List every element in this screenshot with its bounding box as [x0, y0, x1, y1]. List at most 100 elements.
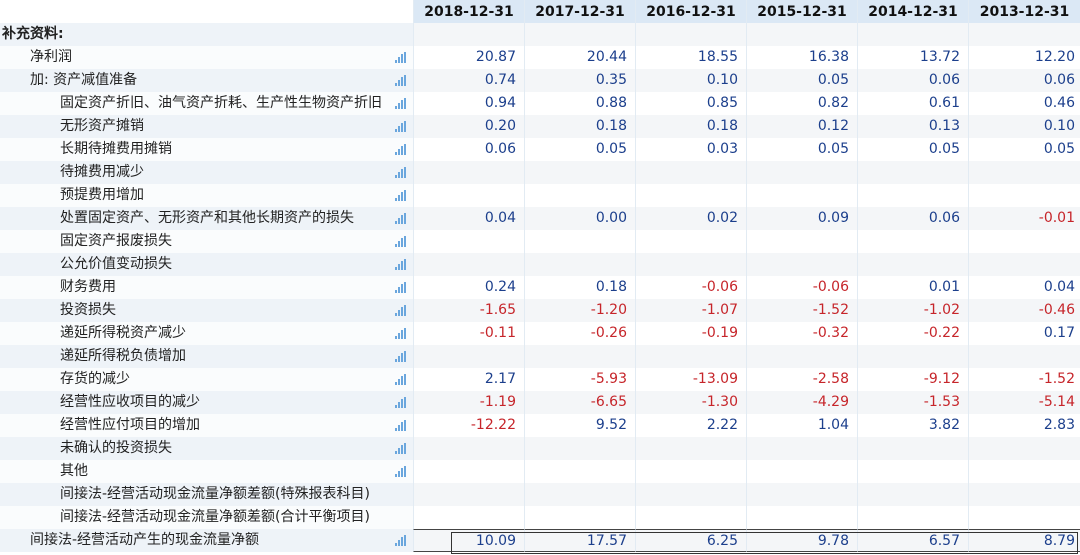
row-label: 未确认的投资损失 [60, 440, 172, 456]
value-cell: 0.24 [413, 276, 524, 299]
value-cell [968, 345, 1080, 368]
value-cell [746, 460, 857, 483]
value-cell [413, 184, 524, 207]
column-header[interactable]: 2018-12-31 [413, 0, 524, 23]
bar-chart-icon[interactable] [395, 121, 407, 132]
table-row[interactable]: 固定资产折旧、油气资产折耗、生产性生物资产折旧 0.94 0.88 0.85 0.82 0… [0, 92, 1080, 115]
value-cell [635, 161, 746, 184]
bar-chart-icon[interactable] [395, 351, 407, 362]
value-cell: -2.58 [746, 368, 857, 391]
value-cell: 0.06 [413, 138, 524, 161]
table-row[interactable]: 无形资产摊销 0.20 0.18 0.18 0.12 0.13 0.10 [0, 115, 1080, 138]
bar-chart-icon[interactable] [395, 328, 407, 339]
table-row[interactable]: 其他 [0, 460, 1080, 483]
bar-chart-icon[interactable] [395, 144, 407, 155]
table-row[interactable]: 财务费用 0.24 0.18 -0.06 -0.06 0.01 0.04 [0, 276, 1080, 299]
bar-chart-icon[interactable] [395, 98, 407, 109]
bar-chart-icon[interactable] [395, 305, 407, 316]
table-row[interactable]: 加: 资产减值准备 0.74 0.35 0.10 0.05 0.06 0.06 [0, 69, 1080, 92]
table-row[interactable]: 递延所得税负债增加 [0, 345, 1080, 368]
bar-chart-icon[interactable] [395, 259, 407, 270]
value-cell [857, 460, 968, 483]
bar-chart-icon[interactable] [395, 75, 407, 86]
table-row[interactable]: 递延所得税资产减少 -0.11 -0.26 -0.19 -0.32 -0.22 0.17 [0, 322, 1080, 345]
row-label-cell: 存货的减少 [0, 368, 413, 391]
bar-chart-icon[interactable] [395, 236, 407, 247]
value-cell [746, 345, 857, 368]
bar-chart-icon[interactable] [395, 213, 407, 224]
bar-chart-icon[interactable] [395, 443, 407, 454]
column-header[interactable]: 2016-12-31 [635, 0, 746, 23]
bar-chart-icon[interactable] [395, 535, 407, 546]
bar-chart-icon[interactable] [395, 190, 407, 201]
table-row[interactable]: 经营性应付项目的增加 -12.22 9.52 2.22 1.04 3.82 2.83 [0, 414, 1080, 437]
value-cell [413, 460, 524, 483]
value-cell [968, 483, 1080, 506]
table-row[interactable]: 存货的减少 2.17 -5.93 -13.09 -2.58 -9.12 -1.52 [0, 368, 1080, 391]
table-row[interactable]: 净利润 20.87 20.44 18.55 16.38 13.72 12.20 [0, 46, 1080, 69]
value-cell [524, 483, 635, 506]
value-cell [524, 437, 635, 460]
value-cell: -5.93 [524, 368, 635, 391]
value-cell: 18.55 [635, 46, 746, 69]
table-row[interactable]: 固定资产报废损失 [0, 230, 1080, 253]
value-cell [524, 345, 635, 368]
value-cell: 0.09 [746, 207, 857, 230]
table-row[interactable]: 间接法-经营活动现金流量净额差额(合计平衡项目) [0, 506, 1080, 529]
value-cell: 0.03 [635, 138, 746, 161]
row-label: 投资损失 [60, 302, 116, 318]
row-label-cell: 固定资产报废损失 [0, 230, 413, 253]
value-cell: 0.05 [746, 69, 857, 92]
table-row[interactable]: 投资损失 -1.65 -1.20 -1.07 -1.52 -1.02 -0.46 [0, 299, 1080, 322]
row-label: 长期待摊费用摊销 [60, 141, 172, 157]
table-row[interactable]: 间接法-经营活动现金流量净额差额(特殊报表科目) [0, 483, 1080, 506]
table-row[interactable]: 待摊费用减少 [0, 161, 1080, 184]
value-cell: 0.00 [524, 207, 635, 230]
table-row[interactable]: 处置固定资产、无形资产和其他长期资产的损失 0.04 0.00 0.02 0.09 0.0… [0, 207, 1080, 230]
value-cell [413, 506, 524, 529]
value-cell: 0.01 [857, 276, 968, 299]
value-cell: -0.46 [968, 299, 1080, 322]
value-cell [746, 437, 857, 460]
column-header[interactable]: 2017-12-31 [524, 0, 635, 23]
row-label: 递延所得税负债增加 [60, 348, 186, 364]
bar-chart-icon[interactable] [395, 282, 407, 293]
column-header[interactable]: 2014-12-31 [857, 0, 968, 23]
table-row[interactable]: 预提费用增加 [0, 184, 1080, 207]
value-cell [857, 230, 968, 253]
table-row[interactable]: 经营性应收项目的减少 -1.19 -6.65 -1.30 -4.29 -1.53 -5.14 [0, 391, 1080, 414]
table-row[interactable]: 间接法-经营活动产生的现金流量净额 10.09 17.57 6.25 9.78 6.57 8… [0, 529, 1080, 552]
column-header[interactable]: 2013-12-31 [968, 0, 1080, 23]
value-cell: 6.57 [857, 529, 968, 552]
table-row[interactable]: 长期待摊费用摊销 0.06 0.05 0.03 0.05 0.05 0.05 [0, 138, 1080, 161]
value-cell: -1.52 [746, 299, 857, 322]
value-cell: 12.20 [968, 46, 1080, 69]
table-row[interactable]: 未确认的投资损失 [0, 437, 1080, 460]
value-cell [857, 483, 968, 506]
value-cell: -13.09 [635, 368, 746, 391]
row-label-cell: 经营性应付项目的增加 [0, 414, 413, 437]
bar-chart-icon[interactable] [395, 420, 407, 431]
bar-chart-icon[interactable] [395, 466, 407, 477]
value-cell: 0.13 [857, 115, 968, 138]
value-cell [857, 437, 968, 460]
value-cell: 16.38 [746, 46, 857, 69]
bar-chart-icon[interactable] [395, 52, 407, 63]
row-label-cell: 投资损失 [0, 299, 413, 322]
bar-chart-icon[interactable] [395, 397, 407, 408]
value-cell: 0.17 [968, 322, 1080, 345]
row-label: 财务费用 [60, 279, 116, 295]
value-cell: -5.14 [968, 391, 1080, 414]
bar-chart-icon[interactable] [395, 374, 407, 385]
row-label: 经营性应收项目的减少 [60, 394, 200, 410]
column-header[interactable]: 2015-12-31 [746, 0, 857, 23]
bar-chart-icon[interactable] [395, 167, 407, 178]
value-cell [413, 230, 524, 253]
value-cell: 17.57 [524, 529, 635, 552]
value-cell [857, 184, 968, 207]
row-label: 加: 资产减值准备 [30, 72, 138, 88]
table-body: 净利润 20.87 20.44 18.55 16.38 13.72 12.20 加: 资产减值… [0, 46, 1080, 552]
row-label-cell: 待摊费用减少 [0, 161, 413, 184]
value-cell [746, 230, 857, 253]
table-row[interactable]: 公允价值变动损失 [0, 253, 1080, 276]
